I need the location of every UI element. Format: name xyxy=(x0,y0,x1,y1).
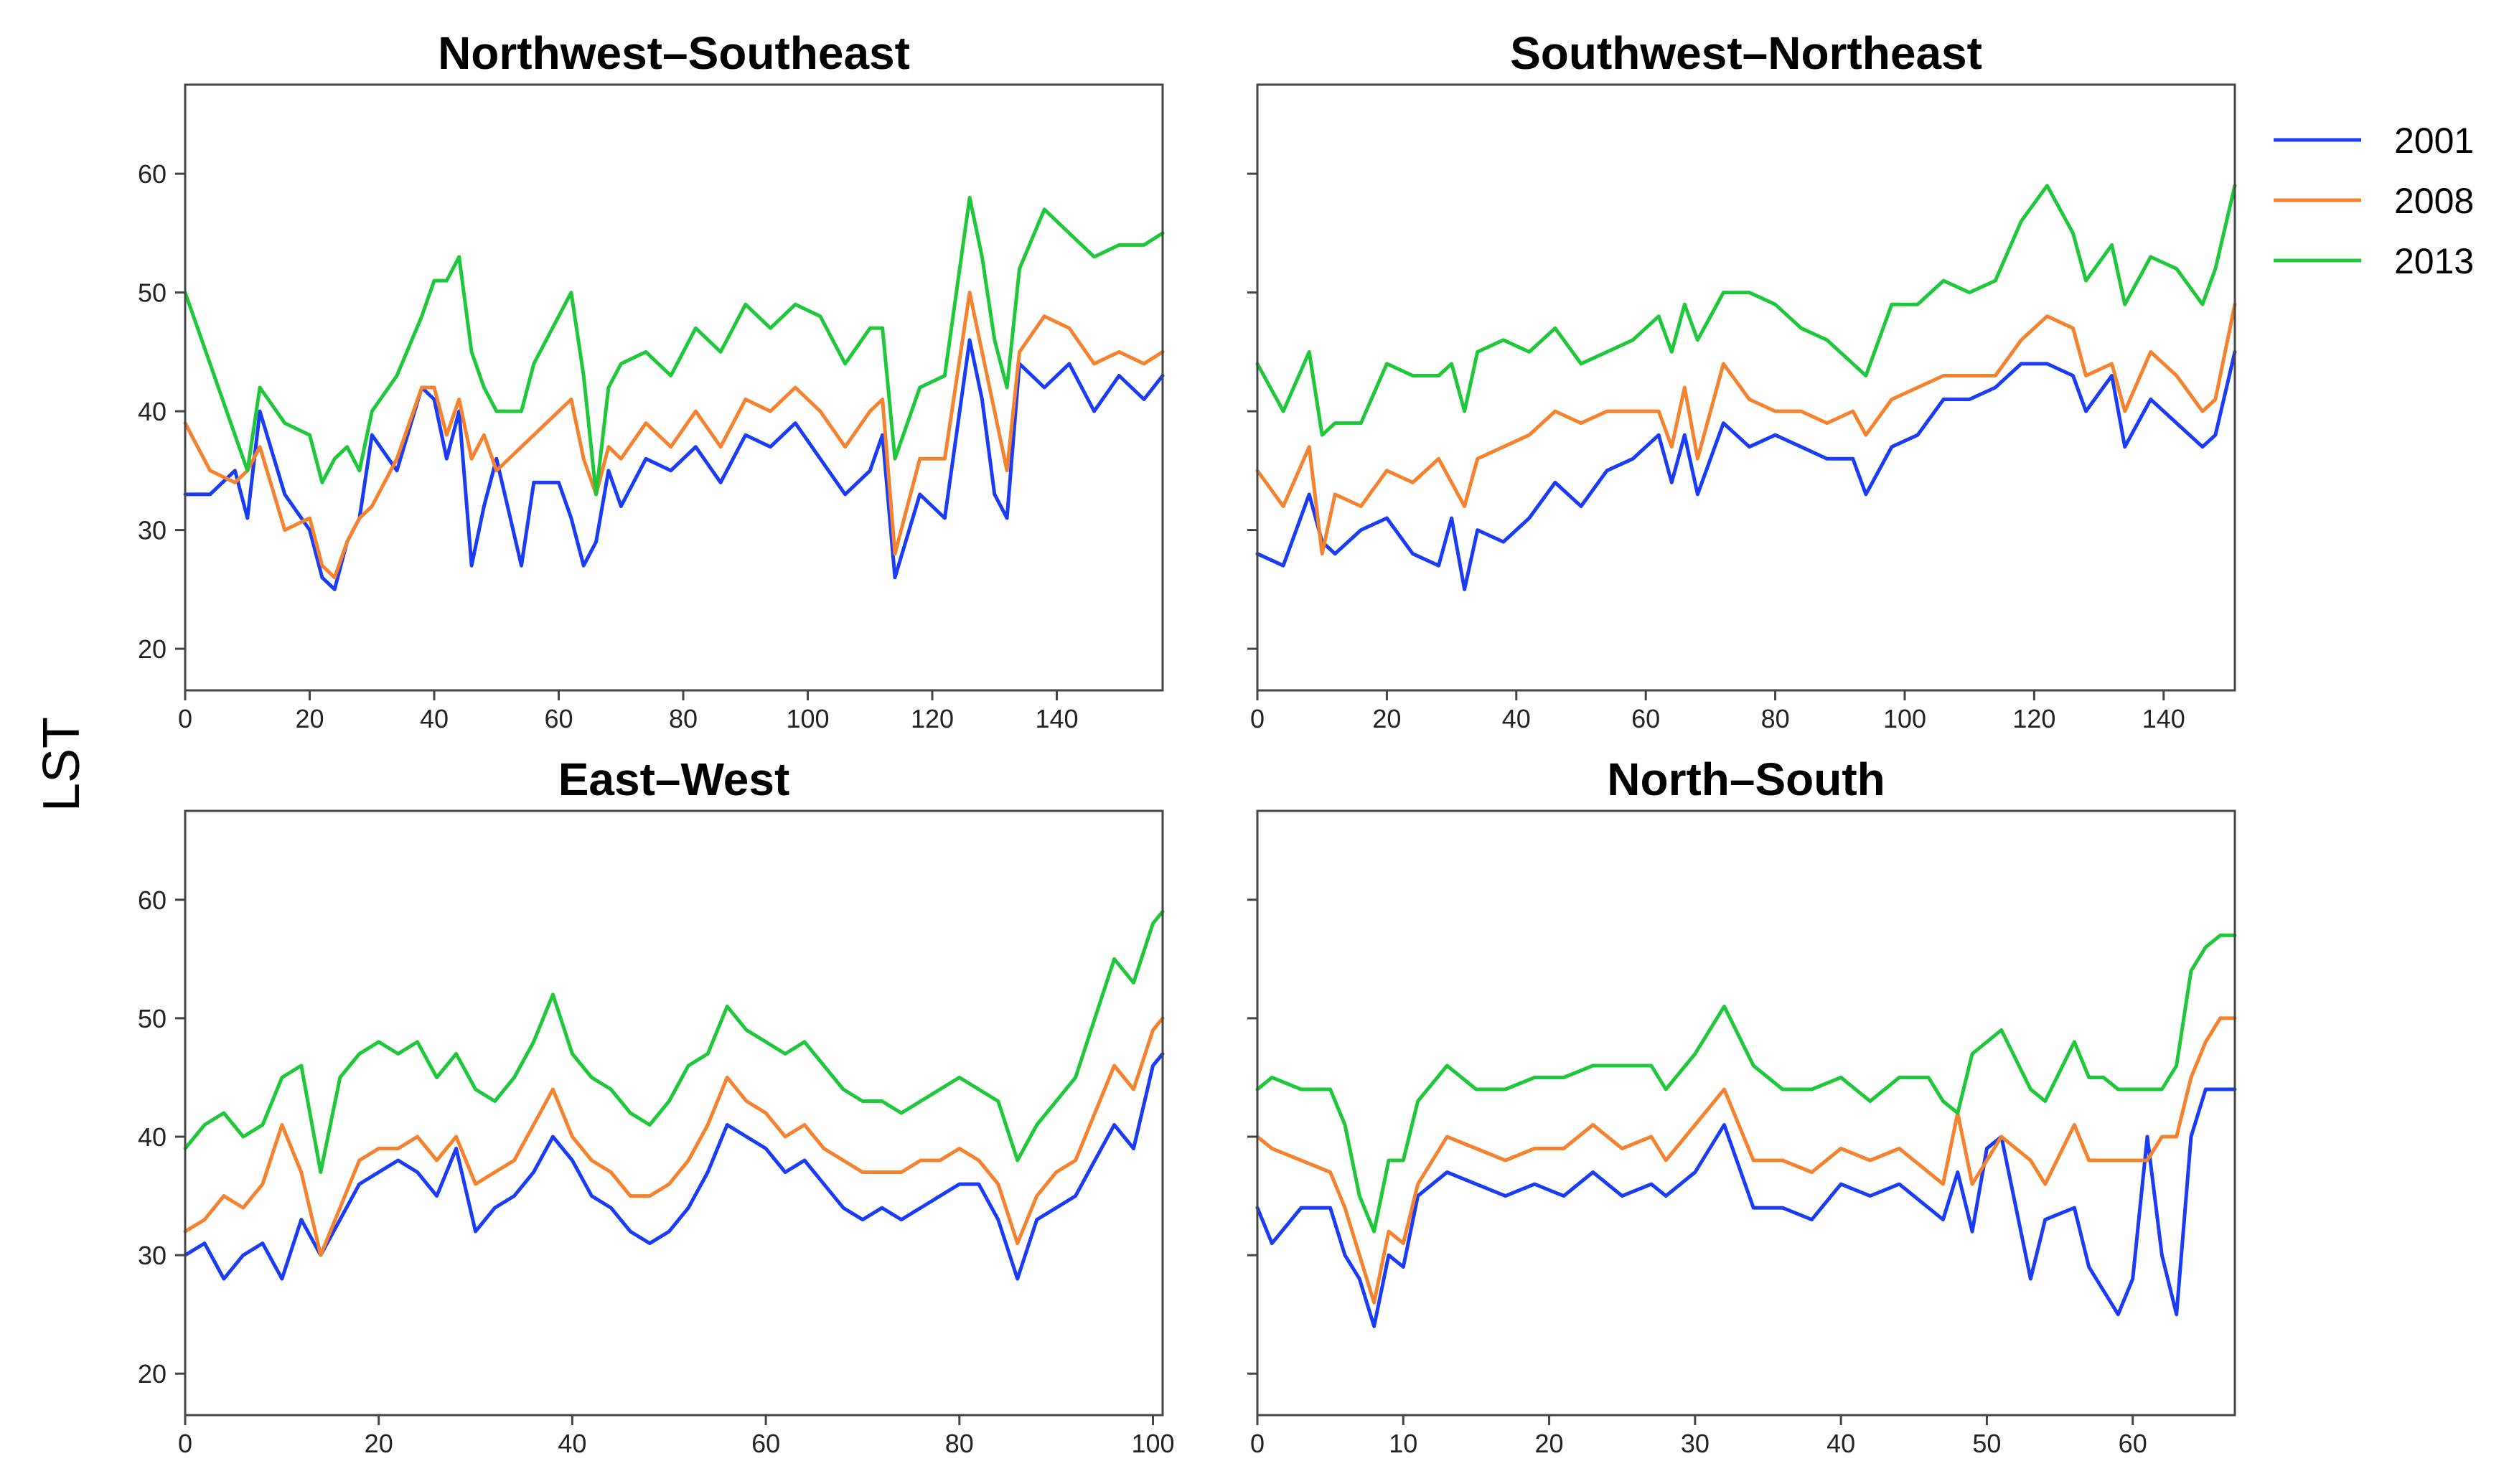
y-tick-label: 60 xyxy=(138,886,167,915)
panel-title: Southwest–Northeast xyxy=(1510,27,1982,79)
x-tick-label: 40 xyxy=(1502,704,1531,733)
plot-frame xyxy=(1256,809,2236,1417)
x-tick-label: 20 xyxy=(295,704,324,733)
x-tick-label: 60 xyxy=(2119,1429,2147,1458)
series-line-2013 xyxy=(183,909,1165,1174)
x-tick-label: 60 xyxy=(751,1429,780,1458)
legend-label: 2001 xyxy=(2394,121,2474,161)
series-line-2001 xyxy=(1255,1087,2237,1328)
x-tick-label: 0 xyxy=(178,704,192,733)
x-tick-label: 40 xyxy=(558,1429,586,1458)
series-line-2008 xyxy=(183,291,1165,580)
panel-0: Northwest–Southeast 0 20 40 60 80 100 120 140 20 3… xyxy=(138,27,1165,733)
legend-item-2008: 2008 xyxy=(2274,181,2474,221)
y-tick-label: 50 xyxy=(138,278,167,308)
y-tick-label: 30 xyxy=(138,516,167,545)
panel-title: North–South xyxy=(1607,753,1885,805)
x-tick-label: 140 xyxy=(2142,704,2185,733)
x-tick-label: 100 xyxy=(1883,704,1926,733)
plot-frame xyxy=(184,809,1164,1417)
legend-item-2001: 2001 xyxy=(2274,121,2474,161)
panel-title: Northwest–Southeast xyxy=(438,27,910,79)
x-tick-label: 100 xyxy=(1131,1429,1174,1458)
x-tick-label: 120 xyxy=(911,704,954,733)
series-line-2013 xyxy=(1255,184,2237,437)
y-tick-label: 40 xyxy=(138,397,167,426)
x-tick-label: 30 xyxy=(1681,1429,1710,1458)
x-tick-label: 80 xyxy=(669,704,698,733)
legend-item-2013: 2013 xyxy=(2274,241,2474,281)
y-tick-label: 20 xyxy=(138,1359,167,1389)
x-tick-label: 20 xyxy=(1535,1429,1564,1458)
panel-title: East–West xyxy=(558,753,790,805)
series-line-2008 xyxy=(1255,1016,2237,1305)
x-tick-label: 80 xyxy=(945,1429,974,1458)
x-tick-label: 40 xyxy=(420,704,449,733)
plot-frame xyxy=(1256,83,2236,692)
y-tick-label: 30 xyxy=(138,1241,167,1270)
x-tick-label: 40 xyxy=(1826,1429,1855,1458)
legend-label: 2013 xyxy=(2394,241,2474,281)
panel-3: North–South 0 10 20 30 40 50 60 xyxy=(1247,753,2237,1458)
panel-1: Southwest–Northeast 0 20 40 60 80 100 120 140 xyxy=(1247,27,2237,733)
x-tick-label: 100 xyxy=(786,704,829,733)
x-tick-label: 60 xyxy=(1631,704,1660,733)
series-line-2008 xyxy=(1255,302,2237,556)
series-line-2001 xyxy=(1255,349,2237,591)
x-tick-label: 120 xyxy=(2012,704,2055,733)
series-line-2001 xyxy=(183,1052,1165,1281)
panel-2: East–West 0 20 40 60 80 100 20 30 40 50 60 xyxy=(138,753,1175,1458)
legend-label: 2008 xyxy=(2394,181,2474,221)
x-tick-label: 20 xyxy=(365,1429,393,1458)
legend: 2001 2008 2013 xyxy=(2274,121,2474,281)
plot-frame xyxy=(184,83,1164,692)
y-tick-label: 50 xyxy=(138,1004,167,1033)
x-tick-label: 0 xyxy=(1250,1429,1265,1458)
y-tick-label: 20 xyxy=(138,634,167,664)
x-tick-label: 60 xyxy=(544,704,573,733)
y-tick-label: 60 xyxy=(138,159,167,189)
x-tick-label: 10 xyxy=(1389,1429,1417,1458)
series-line-2008 xyxy=(183,1016,1165,1257)
series-line-2013 xyxy=(1255,933,2237,1234)
x-tick-label: 0 xyxy=(178,1429,192,1458)
y-tick-label: 40 xyxy=(138,1122,167,1152)
y-axis-label: LST xyxy=(33,717,90,812)
x-tick-label: 20 xyxy=(1372,704,1401,733)
series-line-2013 xyxy=(183,195,1165,497)
x-tick-label: 80 xyxy=(1761,704,1790,733)
x-tick-label: 50 xyxy=(1972,1429,2001,1458)
x-tick-label: 0 xyxy=(1250,704,1265,733)
x-tick-label: 140 xyxy=(1035,704,1078,733)
